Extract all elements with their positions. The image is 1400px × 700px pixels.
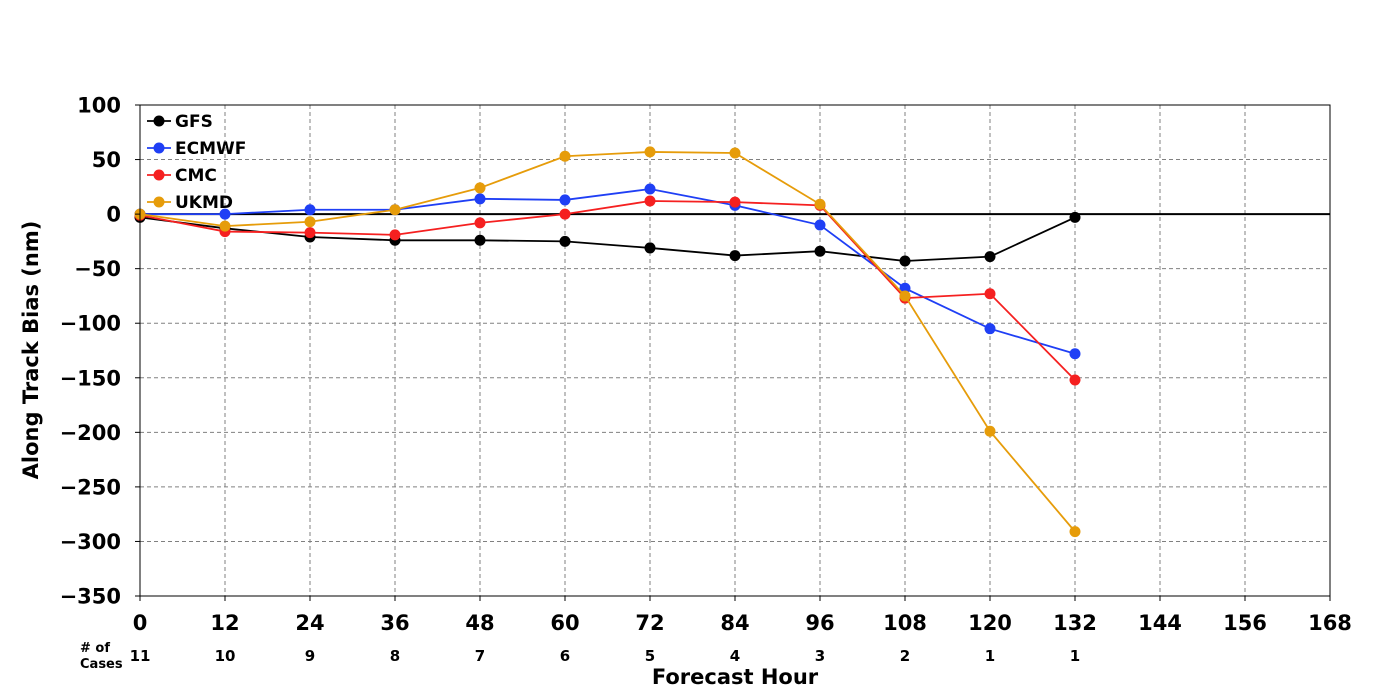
x-tick-label: 48 (465, 611, 494, 635)
ukmd-point (644, 146, 656, 158)
ukmd-point (304, 216, 316, 228)
case-count: 7 (475, 647, 485, 665)
series-layer (134, 146, 1081, 538)
series-ecmwf (134, 183, 1081, 360)
y-tick-label: −300 (60, 530, 121, 554)
ecmwf-point (984, 323, 996, 335)
cases-label-line1: # of (80, 641, 110, 656)
ukmd-point (474, 182, 486, 194)
cmc-point (1069, 374, 1081, 386)
y-tick-label: −100 (60, 312, 121, 336)
x-tick-label: 12 (210, 611, 239, 635)
x-tick-label: 120 (968, 611, 1012, 635)
ukmd-line (139, 151, 1076, 533)
cmc-point (729, 196, 741, 208)
x-axis-ticks: 0 12 24 36 48 60 72 84 96 108 120 132 144 156 168 (133, 596, 1352, 635)
legend-label-cmc: CMC (175, 166, 217, 186)
ecmwf-point (644, 183, 656, 195)
legend-label-ecmwf: ECMWF (175, 139, 246, 159)
ukmd-point (899, 290, 911, 302)
cases-row: # of Cases 11 10 9 8 7 6 5 4 3 2 1 1 (80, 641, 1080, 672)
gfs-point (814, 245, 826, 257)
legend-label-gfs: GFS (175, 112, 213, 132)
case-count: 5 (645, 647, 655, 665)
x-tick-label: 0 (133, 611, 148, 635)
ecmwf-point (219, 208, 231, 220)
y-tick-label: 100 (77, 94, 121, 118)
grid (140, 105, 1330, 596)
x-axis-label: Forecast Hour (652, 665, 819, 689)
x-tick-label: 168 (1308, 611, 1352, 635)
legend-marker-gfs (153, 115, 165, 127)
legend: GFS ECMWF CMC UKMD (147, 112, 246, 213)
y-tick-label: 50 (92, 148, 121, 172)
y-tick-label: −250 (60, 475, 121, 499)
legend-label-ukmd: UKMD (175, 193, 233, 213)
x-tick-label: 144 (1138, 611, 1182, 635)
ecmwf-point (559, 194, 571, 206)
ukmd-point (1069, 526, 1081, 538)
case-count: 1 (985, 647, 995, 665)
gfs-point (644, 242, 656, 254)
y-axis-ticks: 100 50 0 −50 −100 −150 −200 −250 −300 −350 (60, 94, 140, 609)
case-count: 9 (305, 647, 315, 665)
x-tick-label: 36 (380, 611, 409, 635)
cmc-point (474, 217, 486, 229)
ecmwf-point (899, 282, 911, 294)
x-tick-label: 72 (635, 611, 664, 635)
cases-label-line2: Cases (80, 657, 123, 672)
legend-marker-ecmwf (153, 142, 165, 154)
ukmd-point (559, 150, 571, 162)
ecmwf-point (474, 193, 486, 205)
case-count: 11 (130, 647, 151, 665)
case-count: 1 (1070, 647, 1080, 665)
gfs-point (984, 251, 996, 263)
series-gfs (134, 211, 1081, 267)
ukmd-point (219, 220, 231, 232)
legend-marker-cmc (153, 169, 165, 181)
y-tick-label: 0 (106, 203, 121, 227)
gfs-point (1069, 211, 1081, 223)
ukmd-point (814, 198, 826, 210)
case-count: 4 (730, 647, 740, 665)
ecmwf-point (1069, 348, 1081, 360)
y-tick-label: −350 (60, 585, 121, 609)
ecmwf-line (140, 188, 1076, 355)
x-tick-label: 132 (1053, 611, 1097, 635)
case-count: 2 (900, 647, 910, 665)
ecmwf-point (814, 219, 826, 231)
x-tick-label: 108 (883, 611, 927, 635)
case-count: 3 (815, 647, 825, 665)
gfs-point (899, 255, 911, 267)
x-tick-label: 24 (295, 611, 324, 635)
cmc-point (984, 288, 996, 300)
cmc-point (389, 229, 401, 241)
series-ukmd (134, 146, 1081, 538)
cmc-point (304, 227, 316, 239)
cmc-point (644, 195, 656, 207)
y-tick-label: −200 (60, 421, 121, 445)
ukmd-point (729, 147, 741, 159)
y-tick-label: −150 (60, 366, 121, 390)
case-count: 10 (215, 647, 236, 665)
gfs-point (729, 250, 741, 262)
x-tick-label: 96 (805, 611, 834, 635)
gfs-point (559, 235, 571, 247)
legend-marker-ukmd (153, 196, 165, 208)
case-count: 8 (390, 647, 400, 665)
cmc-line (139, 200, 1076, 381)
case-count: 6 (560, 647, 570, 665)
cmc-point (559, 208, 571, 220)
ukmd-point (389, 204, 401, 216)
y-tick-label: −50 (74, 257, 121, 281)
ecmwf-point (304, 204, 316, 216)
y-axis-label: Along Track Bias (nm) (19, 221, 43, 480)
x-tick-label: 84 (720, 611, 749, 635)
ukmd-point (984, 425, 996, 437)
gfs-line (139, 216, 1076, 262)
x-tick-label: 156 (1223, 611, 1267, 635)
x-tick-label: 60 (550, 611, 579, 635)
gfs-point (474, 234, 486, 246)
